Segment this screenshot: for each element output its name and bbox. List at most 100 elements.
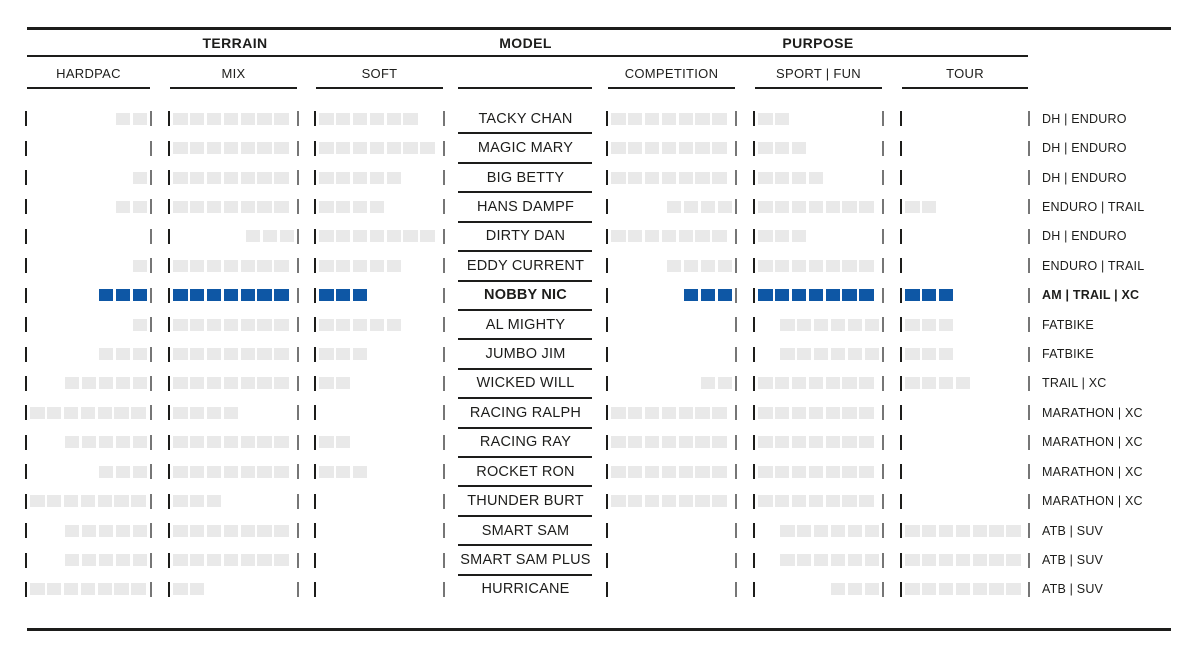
table-row: SMART SAM PLUS ATB | SUV (0, 545, 1198, 576)
cell-boundary-bar-right (882, 464, 884, 480)
rating-square (223, 318, 239, 331)
rating-square (695, 142, 710, 155)
rating-square (791, 465, 807, 478)
cell-boundary-bar-left (606, 434, 608, 450)
rating-square (666, 259, 682, 272)
rating-square (1006, 554, 1021, 566)
use-category-tag: ATB | SUV (1042, 553, 1104, 567)
rating-square (864, 583, 879, 596)
rating-square (938, 554, 954, 566)
cell-boundary-bar-right (1028, 228, 1030, 244)
rating-square (173, 436, 188, 449)
rating-square (173, 112, 188, 125)
cell-boundary-bar-left (314, 258, 316, 274)
cell-boundary-bar-right (735, 258, 737, 274)
rating-square (223, 406, 239, 419)
rating-squares (905, 142, 1025, 154)
rating-squares (905, 260, 1025, 272)
use-category-tag: FATBIKE (1042, 347, 1094, 362)
cell-boundary-bar-right (735, 375, 737, 391)
rating-square (352, 318, 368, 331)
cell-boundary-bar-right (882, 228, 884, 244)
rating-cell-competition (606, 516, 737, 545)
rating-squares (173, 318, 294, 331)
rating-square (46, 495, 62, 508)
rating-square (132, 318, 147, 331)
rating-squares (611, 230, 732, 243)
rating-square (30, 495, 45, 508)
rating-square (420, 230, 435, 243)
table-row: HURRICANE ATB | SUV (0, 575, 1198, 604)
rating-square (115, 377, 131, 390)
rating-squares (30, 230, 147, 242)
cell-boundary-bar-right (443, 140, 445, 156)
cell-boundary-bar-left (753, 375, 755, 391)
rating-square (132, 200, 147, 213)
rating-cell-tour (900, 104, 1030, 133)
cell-boundary-bar-right (150, 258, 152, 274)
rating-cell-soft (314, 457, 445, 486)
cell-boundary-bar-left (314, 493, 316, 509)
cell-boundary-bar-right (882, 552, 884, 568)
cell-boundary-bar-left (900, 434, 902, 450)
model-row-separator (458, 220, 592, 223)
rating-square (189, 289, 205, 302)
rating-squares (758, 200, 879, 213)
cell-boundary-bar-left (753, 228, 755, 244)
rating-cell-mix (168, 163, 299, 192)
rating-square (627, 406, 643, 419)
rating-cell-sport-fun (753, 222, 884, 251)
rating-squares (173, 171, 294, 184)
rating-square (420, 142, 435, 155)
cell-boundary-bar-right (443, 523, 445, 539)
table-row: HANS DAMPF ENDURO | TRAIL (0, 192, 1198, 223)
rating-cell-competition (606, 281, 737, 310)
rating-square (115, 200, 131, 213)
rating-square (644, 142, 660, 155)
rating-square (189, 200, 205, 213)
rating-square (847, 583, 863, 596)
rating-square (796, 318, 812, 331)
rating-square (791, 259, 807, 272)
rating-square (791, 142, 807, 155)
cell-boundary-bar-left (168, 287, 170, 303)
cell-boundary-bar-right (297, 552, 299, 568)
model-row-separator (458, 191, 592, 194)
rating-square (780, 348, 795, 361)
rating-square (644, 171, 660, 184)
rating-squares (611, 554, 732, 566)
cell-boundary-bar-left (25, 375, 27, 391)
rating-squares (173, 348, 294, 361)
rating-square (46, 406, 62, 419)
rating-squares (173, 112, 294, 125)
use-category-tag: MARATHON | XC (1042, 494, 1143, 509)
cell-boundary-bar-left (606, 287, 608, 303)
cell-boundary-bar-left (900, 111, 902, 127)
cell-boundary-bar-right (297, 170, 299, 186)
rating-square (369, 318, 385, 331)
rating-square (173, 318, 188, 331)
rating-cell-mix (168, 104, 299, 133)
rating-square (335, 289, 351, 302)
rating-square (132, 436, 147, 449)
cell-boundary-bar-left (314, 464, 316, 480)
rating-square (240, 112, 256, 125)
rating-square (683, 289, 699, 302)
rating-cell-soft (314, 281, 445, 310)
rating-square (240, 524, 256, 537)
rating-square (611, 406, 626, 419)
rating-square (97, 495, 113, 508)
cell-boundary-bar-left (753, 493, 755, 509)
rating-square (206, 465, 222, 478)
model-name: TACKY CHAN (478, 110, 573, 127)
rating-square (257, 112, 272, 125)
rating-square (661, 171, 677, 184)
rating-squares (30, 200, 147, 213)
rating-squares (905, 348, 1025, 361)
rating-squares (758, 318, 879, 331)
rating-square (98, 524, 114, 537)
cell-boundary-bar-right (443, 434, 445, 450)
rating-square (678, 142, 694, 155)
rating-square (81, 436, 97, 449)
rating-square (223, 142, 239, 155)
